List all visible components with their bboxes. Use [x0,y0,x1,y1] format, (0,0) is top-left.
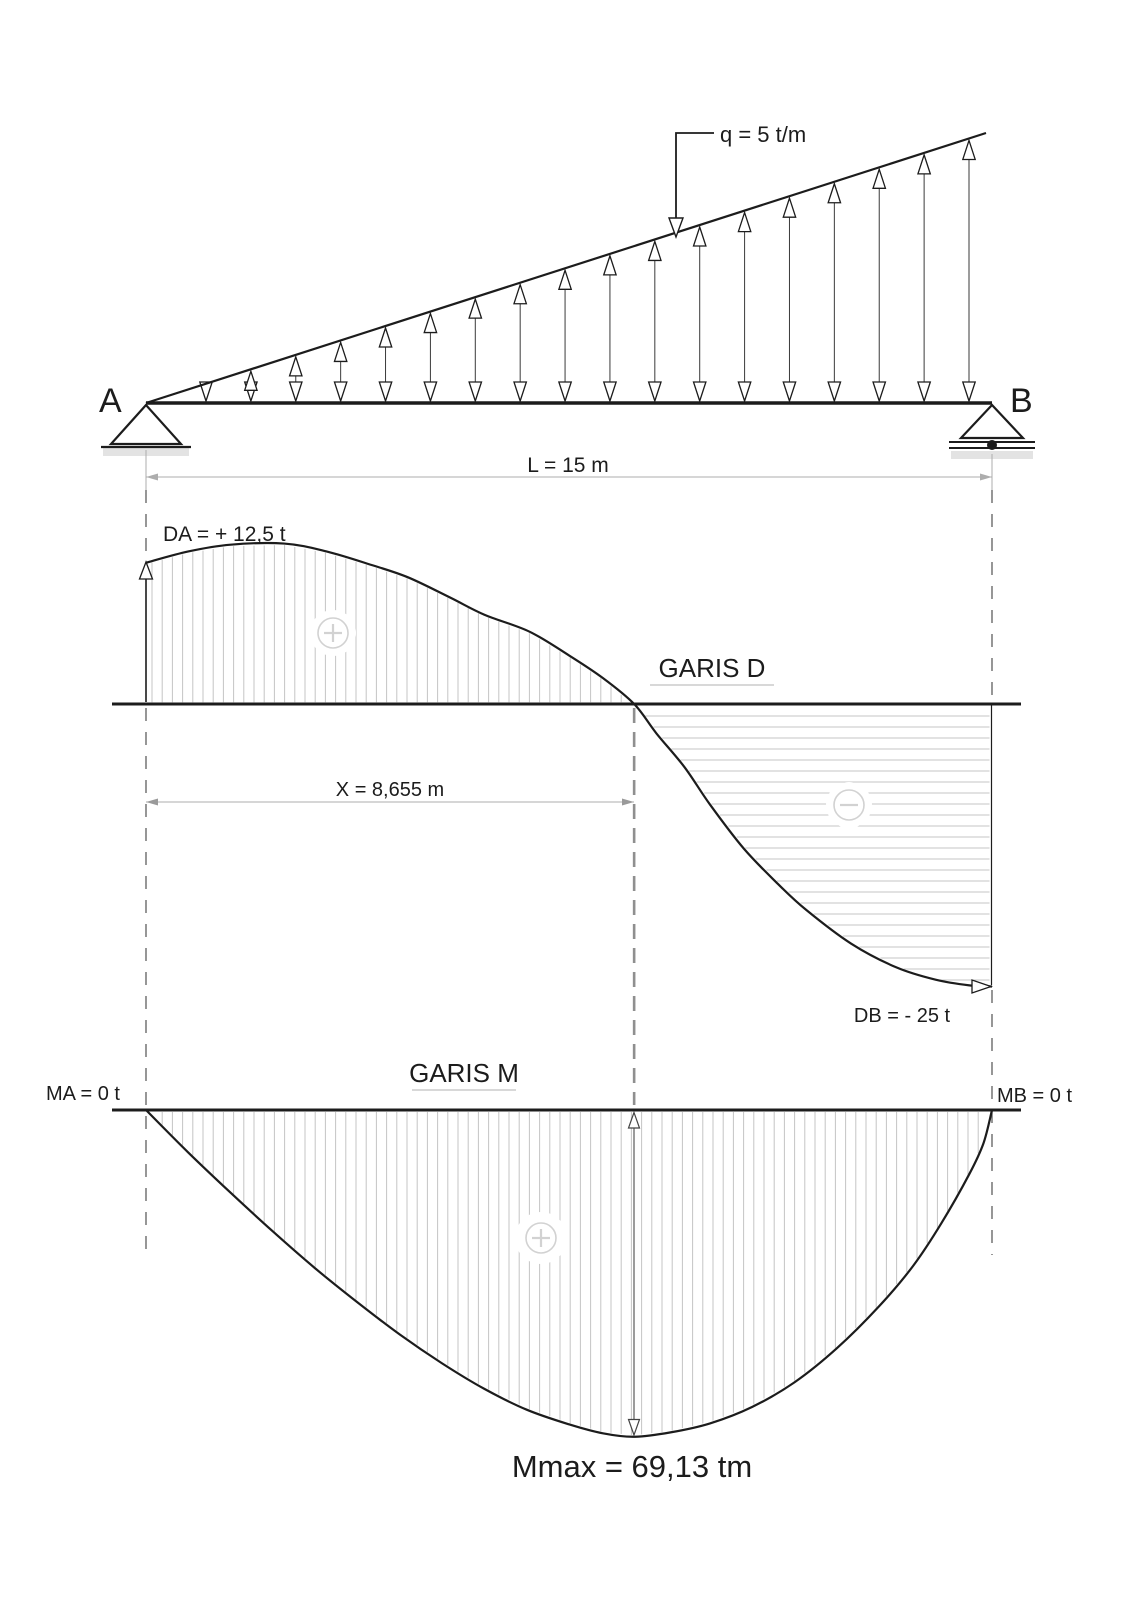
load-arrowhead-up-icon [468,297,483,319]
x-dim-arrow-left-icon [146,798,158,806]
zero-crossing-dimension: X = 8,655 m [146,779,634,806]
construction-lines [145,490,993,1255]
load-arrowhead-up-icon [827,181,842,204]
moment-hatch [161,1112,979,1435]
beam-loading-diagram: q = 5 t/m A B L = 15 m [99,122,1035,490]
span-dimension: L = 15 m [145,450,993,490]
mmax-arrowhead-down-icon [627,1418,641,1437]
shear-title: GARIS D [659,653,766,683]
shear-minus-symbol [833,789,865,821]
moment-curve [145,1109,994,1438]
load-arrowhead-down-icon [468,381,483,404]
shear-negative-hatch [645,715,990,981]
moment-plus-symbol [525,1222,557,1254]
load-arrowhead-up-icon [692,224,707,247]
zero-crossing-label: X = 8,655 m [336,779,444,801]
load-arrowhead-up-icon [917,152,932,175]
load-arrowhead-up-icon [513,282,528,305]
plus-circle-icon [317,617,349,649]
load-arrowhead-down-icon [737,381,752,404]
load-arrowhead-up-icon [288,354,303,377]
load-arrowhead-down-icon [557,381,573,404]
load-arrowhead-up-icon [333,340,348,363]
load-arrowhead-up-icon [737,210,752,233]
moment-plus-circle-icon [525,1222,557,1254]
moment-a-label: MA = 0 t [46,1083,120,1105]
x-dim-arrow-right-icon [622,798,634,806]
load-arrowhead-down-icon [782,381,797,404]
shear-diagram: DA = + 12,5 t GARIS D X = 8,655 m DB = -… [112,523,1021,1027]
moment-title: GARIS M [409,1058,519,1088]
load-arrowhead-up-icon [243,369,258,391]
support-b-triangle [958,403,1026,440]
load-arrowhead-up-icon [961,138,977,161]
load-arrowhead-down-icon [647,381,662,404]
span-dim-arrow-left-icon [146,473,158,481]
load-arrowhead-down-icon [423,381,438,404]
load-leader-line [675,132,714,221]
load-arrowhead-up-icon [647,239,662,262]
span-length-label: L = 15 m [527,454,609,477]
load-arrowhead-down-icon [692,381,707,404]
node-b-label: B [1010,382,1033,420]
shear-end-arrowhead-icon [971,979,994,994]
load-leader-arrowhead-icon [667,217,685,240]
load-arrowhead-down-icon [288,381,303,404]
load-value-label: q = 5 t/m [720,122,806,147]
shear-plus-symbol [317,617,349,649]
shear-reaction-b-label: DB = - 25 t [854,1005,951,1027]
load-arrowhead-up-icon [557,268,573,290]
load-arrowhead-down-icon [872,381,887,404]
node-a-label: A [99,382,122,420]
load-arrowhead-up-icon [782,196,797,218]
mmax-value-label: Mmax = 69,13 tm [512,1449,752,1484]
load-arrowhead-down-icon [513,381,528,404]
distributed-load-arrows [198,138,977,404]
load-arrowhead-down-icon [961,381,977,404]
load-arrowhead-down-icon [198,381,214,404]
load-arrowhead-down-icon [917,381,932,404]
shear-curve [145,541,993,988]
moment-b-label: MB = 0 t [997,1085,1072,1107]
load-arrowhead-up-icon [602,253,618,276]
mmax-dimension-arrow [627,1110,641,1437]
support-b-roller-dot [987,440,997,450]
shear-reaction-a-label: DA = + 12,5 t [163,523,286,546]
load-arrowhead-up-icon [423,311,438,334]
support-a-triangle [108,403,184,446]
load-envelope-line [145,131,987,405]
load-arrowhead-up-icon [378,325,393,348]
minus-circle-icon [833,789,865,821]
load-arrowhead-down-icon [378,381,393,404]
shear-reaction-a-arrowhead-icon [138,560,154,580]
load-arrowhead-down-icon [333,381,348,404]
load-arrowhead-down-icon [827,381,842,404]
load-arrowhead-up-icon [872,167,887,189]
mmax-arrowhead-up-icon [627,1110,641,1129]
moment-diagram: MA = 0 t MB = 0 t GARIS M Mmax = 69,13 t… [46,1058,1072,1484]
span-dim-arrow-right-icon [980,473,992,481]
load-arrowhead-down-icon [602,381,618,404]
